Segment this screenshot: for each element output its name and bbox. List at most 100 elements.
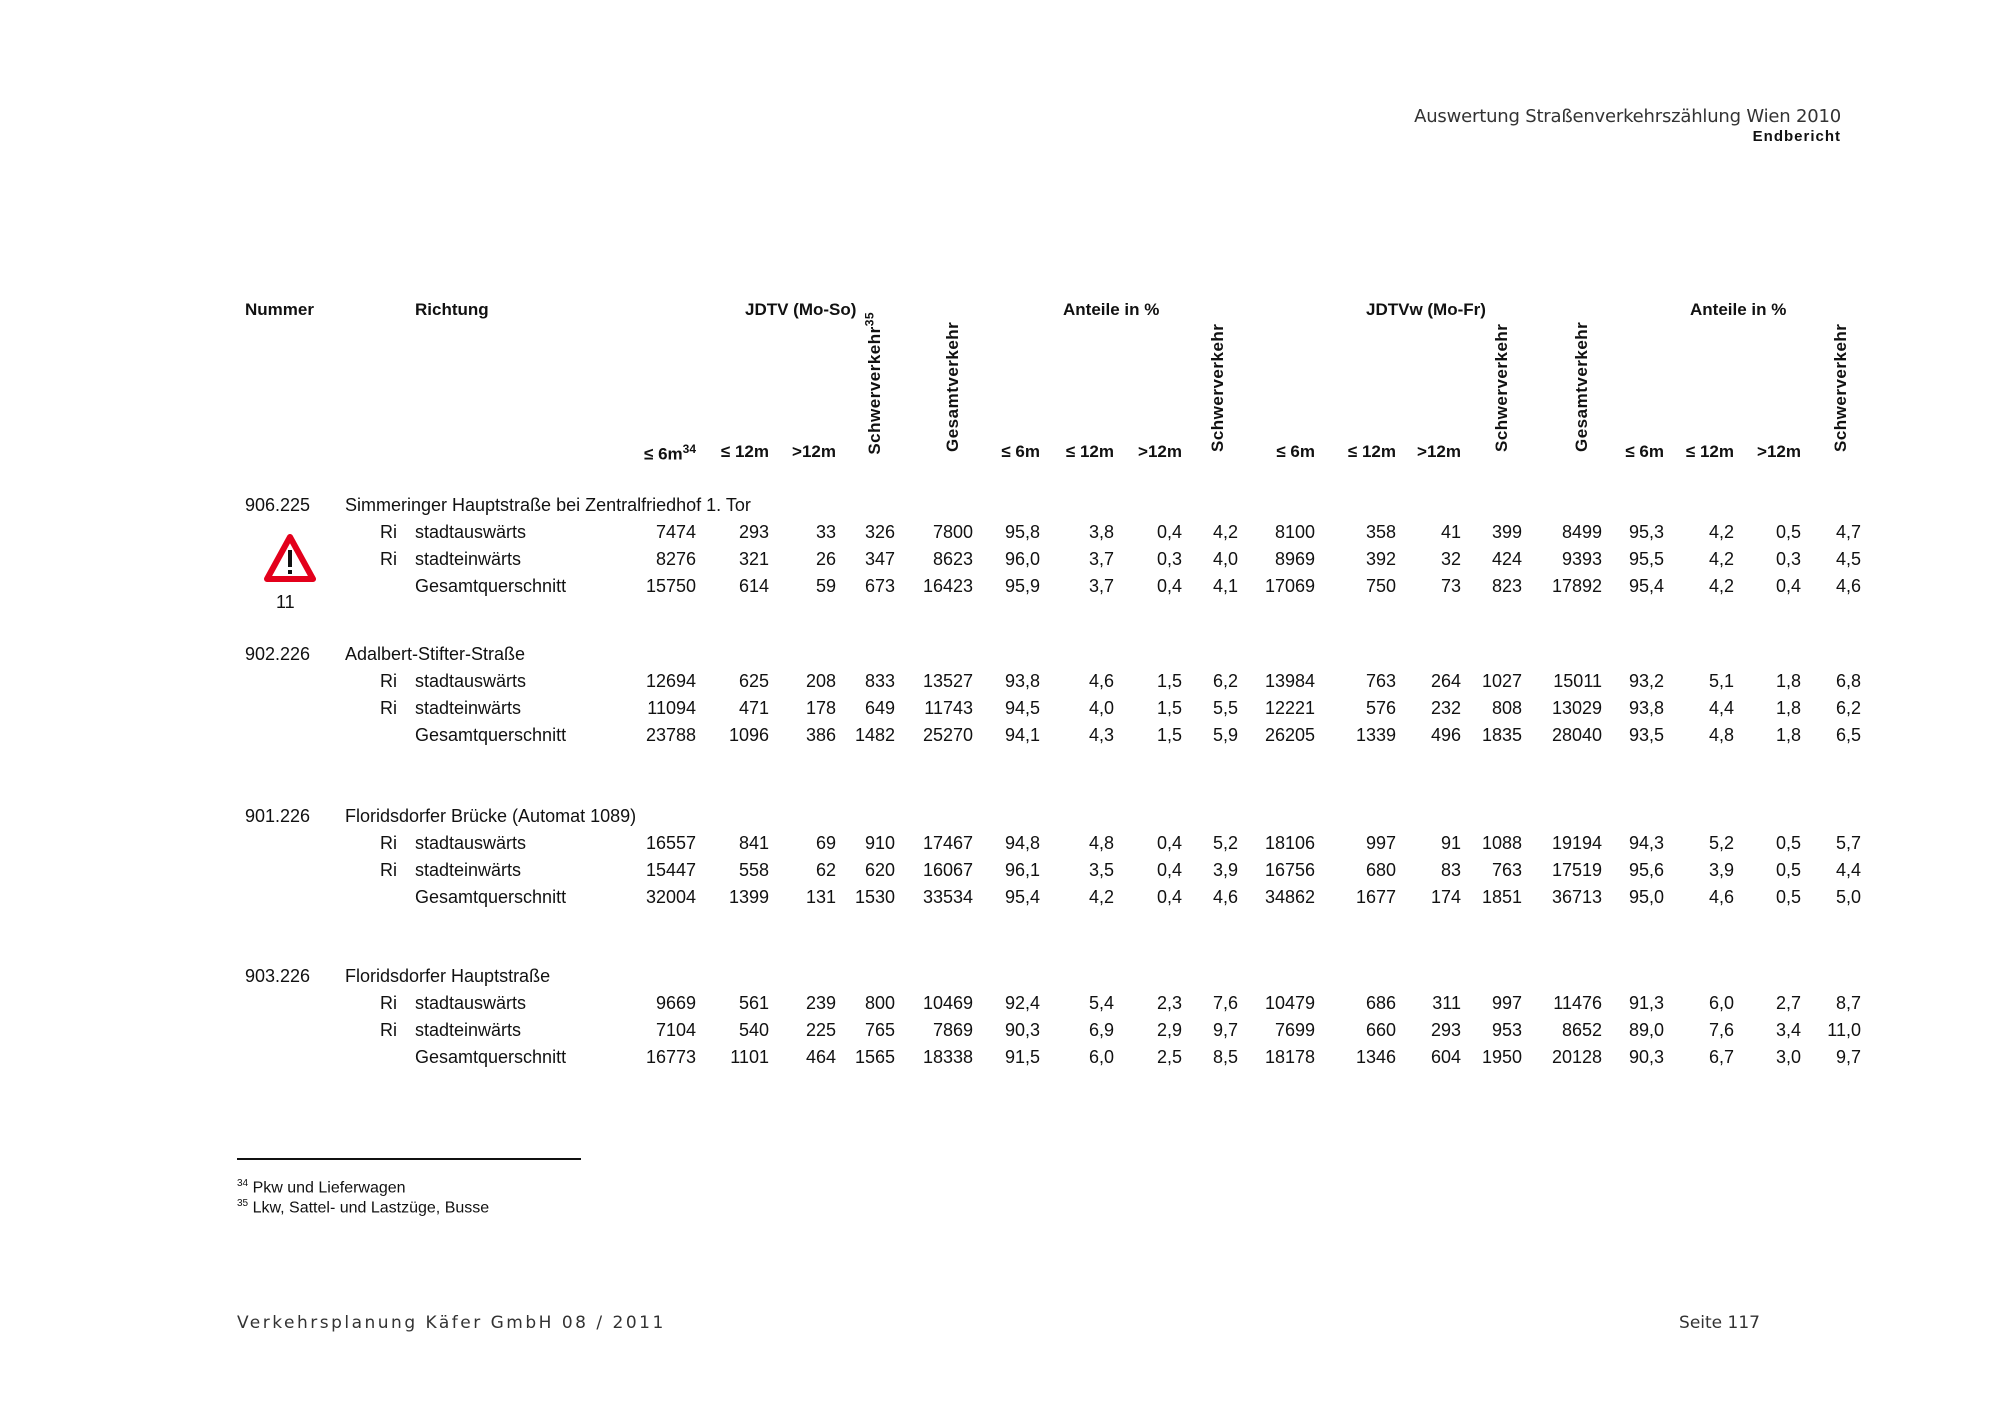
row-value: 680 bbox=[1365, 860, 1396, 880]
row-value: 4,1 bbox=[1212, 576, 1238, 596]
row-value: 95,3 bbox=[1628, 522, 1664, 542]
row-value: 8,5 bbox=[1212, 1047, 1238, 1067]
subheader-sub-le12m: ≤ 12m bbox=[679, 442, 769, 462]
row-direction: Gesamtquerschnitt bbox=[415, 725, 567, 745]
row-value: 3,8 bbox=[1088, 522, 1114, 542]
header-nummer: Nummer bbox=[245, 300, 314, 319]
header-anteile-2: Anteile in % bbox=[1690, 300, 1787, 319]
row-value: 5,1 bbox=[1708, 671, 1734, 691]
row-value: 471 bbox=[738, 698, 769, 718]
row-value: 4,2 bbox=[1708, 576, 1734, 596]
row-value: 910 bbox=[864, 833, 895, 853]
row-value: 4,6 bbox=[1708, 887, 1734, 907]
row-value: 8652 bbox=[1561, 1020, 1602, 1040]
row-value: 94,3 bbox=[1628, 833, 1664, 853]
row-value: 6,5 bbox=[1835, 725, 1861, 745]
row-direction: stadteinwärts bbox=[415, 549, 522, 569]
row-value: 392 bbox=[1365, 549, 1396, 569]
row-value: 93,8 bbox=[1004, 671, 1040, 691]
row-direction: stadteinwärts bbox=[415, 698, 522, 718]
row-value: 0,5 bbox=[1775, 887, 1801, 907]
row-value: 5,2 bbox=[1212, 833, 1238, 853]
row-value: 4,8 bbox=[1708, 725, 1734, 745]
row-value: 1851 bbox=[1481, 887, 1522, 907]
header-jdtvw: JDTVw (Mo-Fr) bbox=[1366, 300, 1486, 319]
row-value: 649 bbox=[864, 698, 895, 718]
rotated-header-rot-schwer-fn: Schwerverkehr35 bbox=[862, 312, 885, 455]
row-value: 94,1 bbox=[1004, 725, 1040, 745]
row-direction: Gesamtquerschnitt bbox=[415, 887, 567, 907]
table-row: Ri stadteinwärts 7104 540 225 765 7869 90,3 6,9 2… bbox=[0, 1020, 2000, 1044]
subheader-label: ≤ 6m bbox=[644, 444, 683, 464]
footer-page-number: Seite 117 bbox=[1679, 1313, 1760, 1333]
group-location: Floridsdorfer Hauptstraße bbox=[345, 966, 551, 986]
group-location: Floridsdorfer Brücke (Automat 1089) bbox=[345, 806, 637, 826]
row-value: 11094 bbox=[647, 698, 696, 718]
rotated-header-rot-gesamt: Gesamtverkehr bbox=[943, 322, 963, 452]
row-value: 12221 bbox=[1264, 698, 1315, 718]
row-value: 293 bbox=[1430, 1020, 1461, 1040]
row-value: 73 bbox=[1440, 576, 1461, 596]
row-value: 0,3 bbox=[1156, 549, 1182, 569]
row-value: 386 bbox=[805, 725, 836, 745]
row-value: 0,4 bbox=[1156, 887, 1182, 907]
subheader-label: >12m bbox=[792, 442, 836, 461]
row-value: 6,0 bbox=[1088, 1047, 1114, 1067]
group-number: 902.226 bbox=[245, 644, 311, 664]
row-value: 91,3 bbox=[1628, 993, 1664, 1013]
row-value: 3,5 bbox=[1088, 860, 1114, 880]
row-value: 18178 bbox=[1264, 1047, 1315, 1067]
row-value: 1,8 bbox=[1775, 671, 1801, 691]
row-value: 25270 bbox=[922, 725, 973, 745]
subheader-label: >12m bbox=[1757, 442, 1801, 461]
row-value: 13984 bbox=[1264, 671, 1315, 691]
rotated-label: Schwerverkehr bbox=[1831, 323, 1850, 452]
row-value: 5,5 bbox=[1212, 698, 1238, 718]
row-value: 561 bbox=[738, 993, 769, 1013]
row-value: 6,0 bbox=[1708, 993, 1734, 1013]
row-value: 3,7 bbox=[1088, 549, 1114, 569]
row-value: 8100 bbox=[1274, 522, 1315, 542]
row-value: 93,8 bbox=[1628, 698, 1664, 718]
row-value: 997 bbox=[1365, 833, 1396, 853]
row-value: 59 bbox=[815, 576, 836, 596]
row-value: 1,5 bbox=[1156, 698, 1182, 718]
row-value: 540 bbox=[738, 1020, 769, 1040]
row-value: 8499 bbox=[1561, 522, 1602, 542]
row-value: 18338 bbox=[922, 1047, 973, 1067]
table-row: Gesamtquerschnitt 15750 614 59 673 16423 95,9 3… bbox=[0, 576, 2000, 600]
row-value: 0,5 bbox=[1775, 860, 1801, 880]
row-value: 326 bbox=[864, 522, 895, 542]
row-value: 7,6 bbox=[1708, 1020, 1734, 1040]
row-value: 0,4 bbox=[1156, 833, 1182, 853]
row-value: 15011 bbox=[1553, 671, 1602, 691]
table-row: Ri stadteinwärts 8276 321 26 347 8623 96,0 3,7 0,… bbox=[0, 549, 2000, 573]
subheader-label: ≤ 6m bbox=[1276, 442, 1315, 461]
row-value: 2,9 bbox=[1156, 1020, 1182, 1040]
table-row: Ri stadteinwärts 15447 558 62 620 16067 96,1 3,5… bbox=[0, 860, 2000, 884]
row-value: 95,5 bbox=[1628, 549, 1664, 569]
row-value: 1346 bbox=[1355, 1047, 1396, 1067]
subheader-sub-le12m: ≤ 12m bbox=[1644, 442, 1734, 462]
row-value: 614 bbox=[738, 576, 769, 596]
row-value: 17519 bbox=[1551, 860, 1602, 880]
subheader-sub-gt12m: >12m bbox=[1371, 442, 1461, 462]
row-value: 841 bbox=[738, 833, 769, 853]
row-value: 4,3 bbox=[1088, 725, 1114, 745]
row-ri-label: Ri bbox=[380, 833, 397, 853]
table-row: Gesamtquerschnitt 16773 1101 464 1565 18338 91… bbox=[0, 1047, 2000, 1071]
document-subtitle: Endbericht bbox=[1752, 128, 1841, 145]
warning-marker bbox=[264, 534, 316, 587]
row-value: 90,3 bbox=[1004, 1020, 1040, 1040]
table-row: Ri stadtauswärts 7474 293 33 326 7800 95,8 3,8 0,… bbox=[0, 522, 2000, 546]
subheader-label: ≤ 12m bbox=[1065, 442, 1114, 461]
row-value: 4,7 bbox=[1835, 522, 1861, 542]
row-value: 4,6 bbox=[1088, 671, 1114, 691]
row-value: 1482 bbox=[854, 725, 895, 745]
row-value: 32004 bbox=[645, 887, 696, 907]
row-value: 93,5 bbox=[1628, 725, 1664, 745]
row-value: 18106 bbox=[1264, 833, 1315, 853]
row-value: 1096 bbox=[728, 725, 769, 745]
row-value: 2,7 bbox=[1775, 993, 1801, 1013]
warning-triangle-icon bbox=[264, 534, 316, 582]
